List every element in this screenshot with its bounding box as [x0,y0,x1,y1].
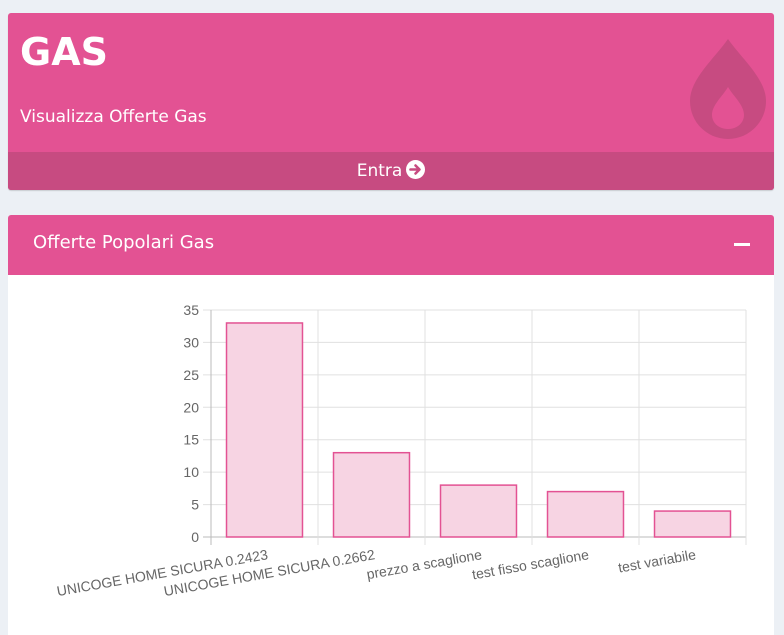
bar [653,510,732,538]
gas-title: GAS [20,30,108,74]
bar [225,322,304,538]
y-tick-label: 25 [183,367,199,383]
minus-icon [734,243,750,246]
arrow-circle-right-icon [406,160,426,179]
bar [439,484,518,538]
entra-link[interactable]: Entra [8,152,774,190]
gas-subtitle: Visualizza Offerte Gas [20,107,207,127]
x-tick-label: test variabile [617,546,697,575]
panel-header: Offerte Popolari Gas [8,215,774,275]
y-tick-label: 0 [191,529,199,545]
popular-offers-panel: Offerte Popolari Gas 0 5 10 15 20 25 30 35 UNICO… [8,215,774,635]
gas-drop-icon [688,37,768,146]
y-tick-label: 5 [191,497,199,513]
bar [546,490,625,538]
y-tick-label: 20 [183,399,199,415]
y-tick-label: 10 [183,464,199,480]
bar [332,451,411,538]
y-tick-label: 35 [183,302,199,318]
collapse-button[interactable] [734,243,750,248]
x-tick-label: prezzo a scaglione [365,546,483,582]
entra-label: Entra [356,161,403,181]
x-tick-label: test fisso scaglione [471,546,590,582]
panel-title: Offerte Popolari Gas [33,232,215,253]
y-tick-label: 15 [183,432,199,448]
gas-box: GAS Visualizza Offerte Gas Entra [8,13,774,190]
y-tick-label: 30 [183,334,199,350]
